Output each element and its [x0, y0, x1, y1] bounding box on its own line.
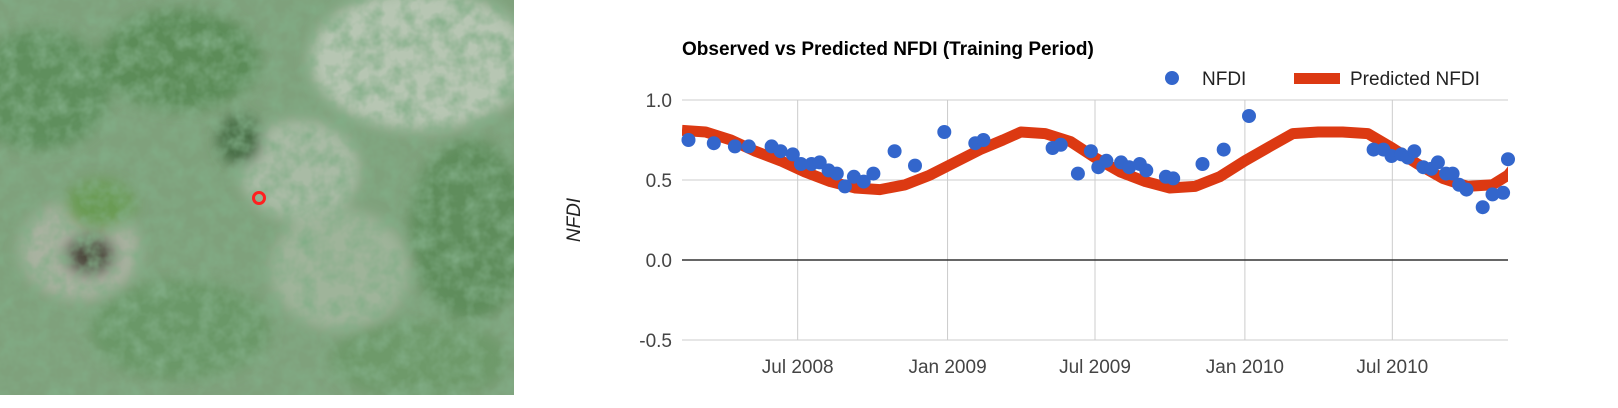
x-tick-label: Jul 2008 — [762, 357, 834, 378]
vegetation-texture — [0, 0, 514, 395]
nfdi-point[interactable] — [741, 139, 756, 154]
x-tick-label: Jul 2009 — [1059, 357, 1131, 378]
nfdi-point[interactable] — [908, 158, 922, 173]
nfdi-point[interactable] — [773, 144, 788, 159]
legend-label-predicted-nfdi[interactable]: Predicted NFDI — [1350, 69, 1480, 90]
x-tick-label: Jan 2010 — [1206, 357, 1284, 378]
legend-marker-nfdi — [1165, 71, 1179, 85]
nfdi-point[interactable] — [887, 144, 902, 159]
nfdi-point[interactable] — [706, 136, 721, 151]
y-axis-title: NFDI — [564, 197, 585, 242]
nfdi-point[interactable] — [727, 139, 742, 154]
location-marker — [252, 191, 266, 205]
nfdi-point[interactable] — [1407, 144, 1422, 159]
satellite-image-canvas — [0, 0, 514, 395]
nfdi-point[interactable] — [866, 166, 881, 181]
chart-panel: Observed vs Predicted NFDI (Training Per… — [514, 0, 1618, 408]
y-tick-label: 1.0 — [646, 91, 672, 112]
nfdi-point[interactable] — [976, 133, 991, 147]
y-tick-label: 0.0 — [646, 251, 672, 272]
x-tick-label: Jan 2009 — [908, 357, 986, 378]
nfdi-point[interactable] — [856, 174, 871, 189]
nfdi-chart: Observed vs Predicted NFDI (Training Per… — [564, 39, 1515, 378]
chart-title: Observed vs Predicted NFDI (Training Per… — [682, 39, 1094, 60]
gridlines — [682, 99, 1508, 341]
nfdi-point[interactable] — [1430, 155, 1445, 170]
legend-marker-predicted-nfdi — [1294, 73, 1340, 84]
nfdi-point[interactable] — [829, 166, 844, 181]
nfdi-point[interactable] — [785, 147, 800, 162]
nfdi-point[interactable] — [1501, 152, 1515, 167]
nfdi-point[interactable] — [1475, 200, 1490, 215]
nfdi-point[interactable] — [1195, 157, 1210, 171]
y-tick-label: 0.5 — [646, 171, 672, 192]
nfdi-point[interactable] — [1216, 142, 1231, 157]
nfdi-point[interactable] — [1242, 109, 1256, 123]
nfdi-point[interactable] — [937, 125, 952, 139]
nfdi-point[interactable] — [812, 155, 827, 170]
satellite-image — [0, 0, 514, 395]
nfdi-point[interactable] — [1139, 163, 1154, 178]
nfdi-point[interactable] — [1099, 153, 1114, 168]
nfdi-point[interactable] — [1083, 144, 1098, 159]
x-tick-label: Jul 2010 — [1356, 357, 1428, 378]
nfdi-point[interactable] — [1445, 166, 1460, 181]
nfdi-point[interactable] — [793, 157, 808, 171]
nfdi-point[interactable] — [837, 179, 852, 194]
nfdi-point[interactable] — [1485, 187, 1500, 202]
nfdi-point[interactable] — [1366, 142, 1381, 157]
nfdi-point[interactable] — [1053, 137, 1068, 152]
observed-series — [681, 109, 1515, 215]
legend[interactable]: NFDI Predicted NFDI — [1165, 69, 1480, 90]
nfdi-point[interactable] — [1459, 182, 1474, 197]
axis-tick-labels: 1.0 0.5 0.0 -0.5 Jul 2008 Jan 2009 Jul 2009 Jan… — [639, 91, 1428, 378]
nfdi-point[interactable] — [1496, 185, 1511, 200]
legend-label-nfdi[interactable]: NFDI — [1202, 69, 1246, 90]
nfdi-point[interactable] — [1166, 171, 1181, 186]
nfdi-point[interactable] — [1122, 160, 1137, 175]
y-tick-label: -0.5 — [639, 331, 672, 352]
nfdi-point[interactable] — [681, 133, 696, 147]
nfdi-point[interactable] — [1070, 166, 1085, 181]
